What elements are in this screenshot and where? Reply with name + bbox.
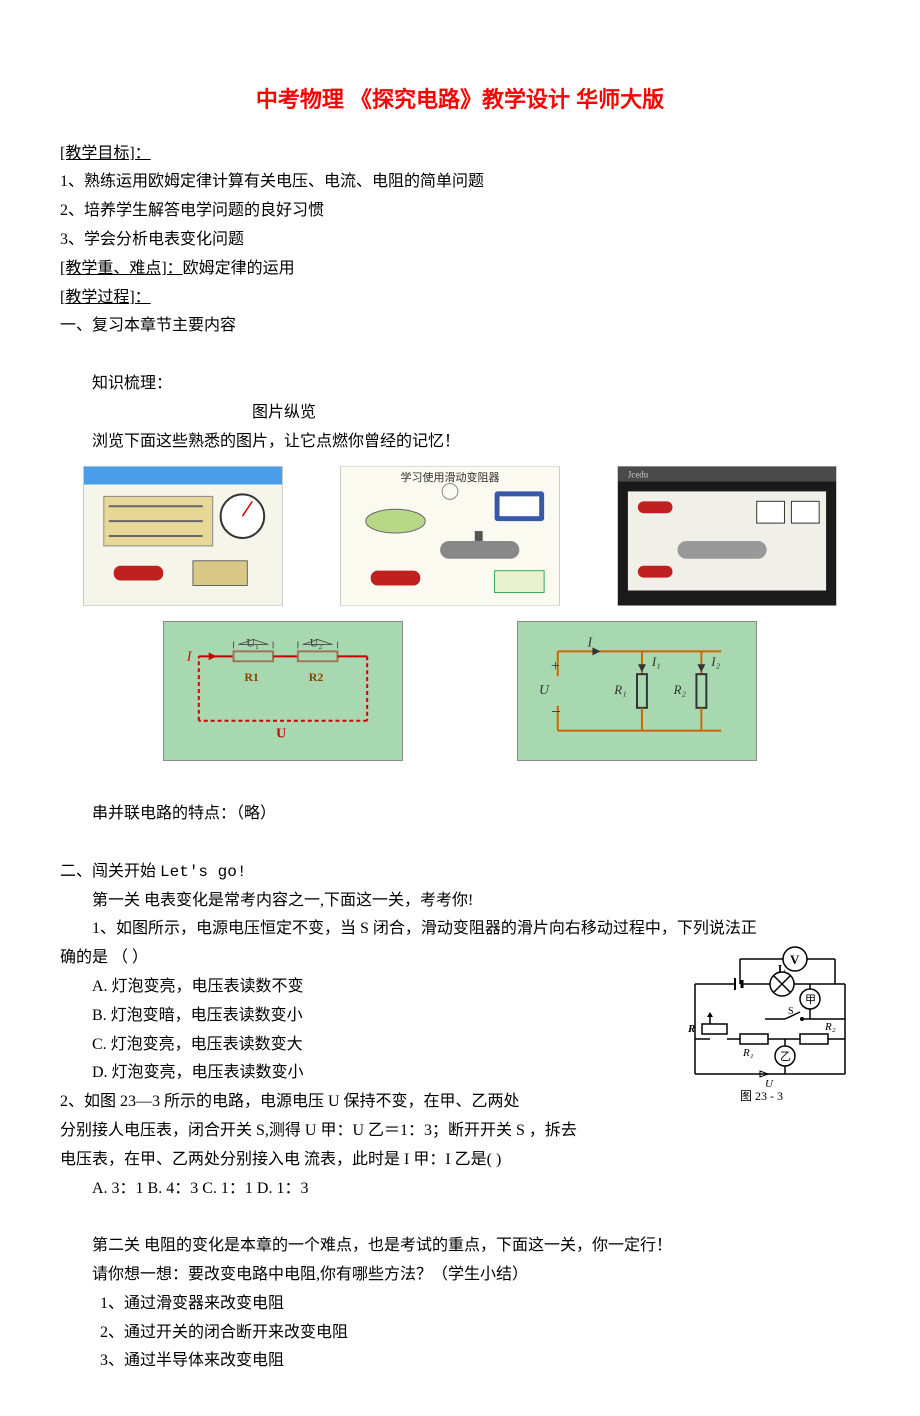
svg-text:R2: R2 bbox=[309, 670, 324, 684]
difficulty-line: [教学重、难点]：欧姆定律的运用 bbox=[60, 255, 860, 284]
svg-text:U₁: U₁ bbox=[247, 636, 260, 649]
page-title: 中考物理 《探究电路》教学设计 华师大版 bbox=[60, 80, 860, 120]
goal-2: 2、培养学生解答电学问题的良好习惯 bbox=[60, 197, 860, 226]
q1-header: 第一关 电表变化是常考内容之一,下面这一关，考考你! bbox=[60, 887, 860, 916]
question-1-block: 1、如图所示，电源电压恒定不变，当 S 闭合，滑动变阻器的滑片向右移动过程中，下… bbox=[60, 915, 860, 1174]
svg-text:甲: 甲 bbox=[805, 994, 816, 1006]
q2-stem-c: 别接人电压表，闭合开关 S,测得 U 甲：U 乙＝1：3；断开开关 S ，拆去 bbox=[76, 1122, 577, 1139]
q2-line-3: 电压表，在甲、乙两处分别接入电 流表，此时是 I 甲：I 乙是( ) bbox=[60, 1146, 860, 1175]
svg-text:L: L bbox=[778, 963, 785, 975]
pic-review-text: 浏览下面这些熟悉的图片，让它点燃你曾经的记忆！ bbox=[60, 428, 860, 457]
q3-m2: 2、通过开关的闭合断开来改变电阻 bbox=[60, 1319, 860, 1348]
svg-text:V: V bbox=[790, 952, 800, 967]
process-label: [教学过程]： bbox=[60, 289, 151, 306]
svg-text:R: R bbox=[687, 1023, 695, 1035]
svg-text:U: U bbox=[539, 682, 550, 697]
process-label-line: [教学过程]： bbox=[60, 284, 860, 313]
fig-23-3-label: 图 23 - 3 bbox=[740, 1089, 783, 1103]
difficulty-text: 欧姆定律的运用 bbox=[183, 260, 295, 277]
q3-header: 第二关 电阻的变化是本章的一个难点，也是考试的重点，下面这一关，你一定行！ bbox=[60, 1232, 860, 1261]
section2-label: 二、闯关开始 bbox=[60, 863, 156, 880]
svg-text:S: S bbox=[788, 1006, 794, 1017]
process-1: 一、复习本章节主要内容 bbox=[60, 312, 860, 341]
goal-3: 3、学会分析电表变化问题 bbox=[60, 226, 860, 255]
image-row-2: I U₁ U₂ R1 R2 U bbox=[60, 621, 860, 761]
letsgo-text: Let's go! bbox=[160, 863, 246, 881]
image-row-1: 学习使用滑动变阻器 Jcedu bbox=[60, 466, 860, 606]
difficulty-label: [教学重、难点]： bbox=[60, 260, 183, 277]
q2-line-2: 分别接人电压表，闭合开关 S,测得 U 甲：U 乙＝1：3；断开开关 S ，拆去 bbox=[60, 1117, 860, 1146]
q2-stem-e: 压表，在甲、乙两处分别接入电 流表，此时是 I 甲：I 乙是( ) bbox=[76, 1151, 501, 1168]
thumbnail-resistance-factors bbox=[83, 466, 283, 606]
svg-text:R₁: R₁ bbox=[742, 1047, 754, 1059]
q2-stem-b-inline: 分 bbox=[60, 1122, 76, 1139]
knowledge-label: 知识梳理： bbox=[60, 370, 860, 399]
section2-line: 二、闯关开始 Let's go! bbox=[60, 858, 860, 887]
svg-text:+: + bbox=[550, 659, 559, 676]
svg-text:I₂: I₂ bbox=[710, 656, 720, 670]
parallel-circuit-diagram: I I₁ I₂ R₁ R₂ U + − bbox=[517, 621, 757, 761]
svg-text:R1: R1 bbox=[245, 670, 260, 684]
q2-stem-a: 2、如图 23—3 所示的电路，电源电压 U 保持不变，在甲、乙两处 bbox=[60, 1093, 520, 1110]
goals-label-text: [教学目标]： bbox=[60, 145, 151, 162]
q3-m1: 1、通过滑变器来改变电阻 bbox=[60, 1290, 860, 1319]
series-parallel-note: 串并联电路的特点：（略） bbox=[60, 800, 860, 829]
q1-circuit-diagram: V L 甲 S bbox=[680, 944, 860, 1074]
svg-text:乙: 乙 bbox=[780, 1050, 791, 1063]
svg-text:R₁: R₁ bbox=[613, 683, 626, 697]
goal-1: 1、熟练运用欧姆定律计算有关电压、电流、电阻的简单问题 bbox=[60, 168, 860, 197]
q1-stem-1: 1、如图所示，电源电压恒定不变，当 S 闭合，滑动变阻器的滑片向右移动过程中，下… bbox=[60, 915, 860, 944]
svg-text:R₂: R₂ bbox=[672, 683, 686, 697]
pic-overview: 图片纵览 bbox=[60, 399, 860, 428]
goals-label: [教学目标]： bbox=[60, 140, 860, 169]
thumbnail-screenshot: Jcedu bbox=[617, 466, 837, 606]
thumb2-caption: 学习使用滑动变阻器 bbox=[341, 469, 559, 489]
series-circuit-diagram: I U₁ U₂ R1 R2 U bbox=[163, 621, 403, 761]
svg-text:R₂: R₂ bbox=[824, 1021, 836, 1033]
q2-opts: A. 3：1 B. 4：3 C. 1：1 D. 1：3 bbox=[60, 1175, 860, 1204]
q3-think: 请你想一想：要改变电路中电阻,你有哪些方法？（学生小结） bbox=[60, 1261, 860, 1290]
svg-text:I₁: I₁ bbox=[651, 656, 661, 670]
svg-text:Jcedu: Jcedu bbox=[628, 470, 649, 480]
q3-m3: 3、通过半导体来改变电阻 bbox=[60, 1347, 860, 1376]
svg-text:U₂: U₂ bbox=[310, 636, 323, 649]
svg-text:−: − bbox=[550, 702, 560, 722]
thumbnail-rheostat: 学习使用滑动变阻器 bbox=[340, 466, 560, 606]
svg-text:U: U bbox=[276, 726, 286, 741]
q2-stem-d-inline: 电 bbox=[60, 1151, 76, 1168]
